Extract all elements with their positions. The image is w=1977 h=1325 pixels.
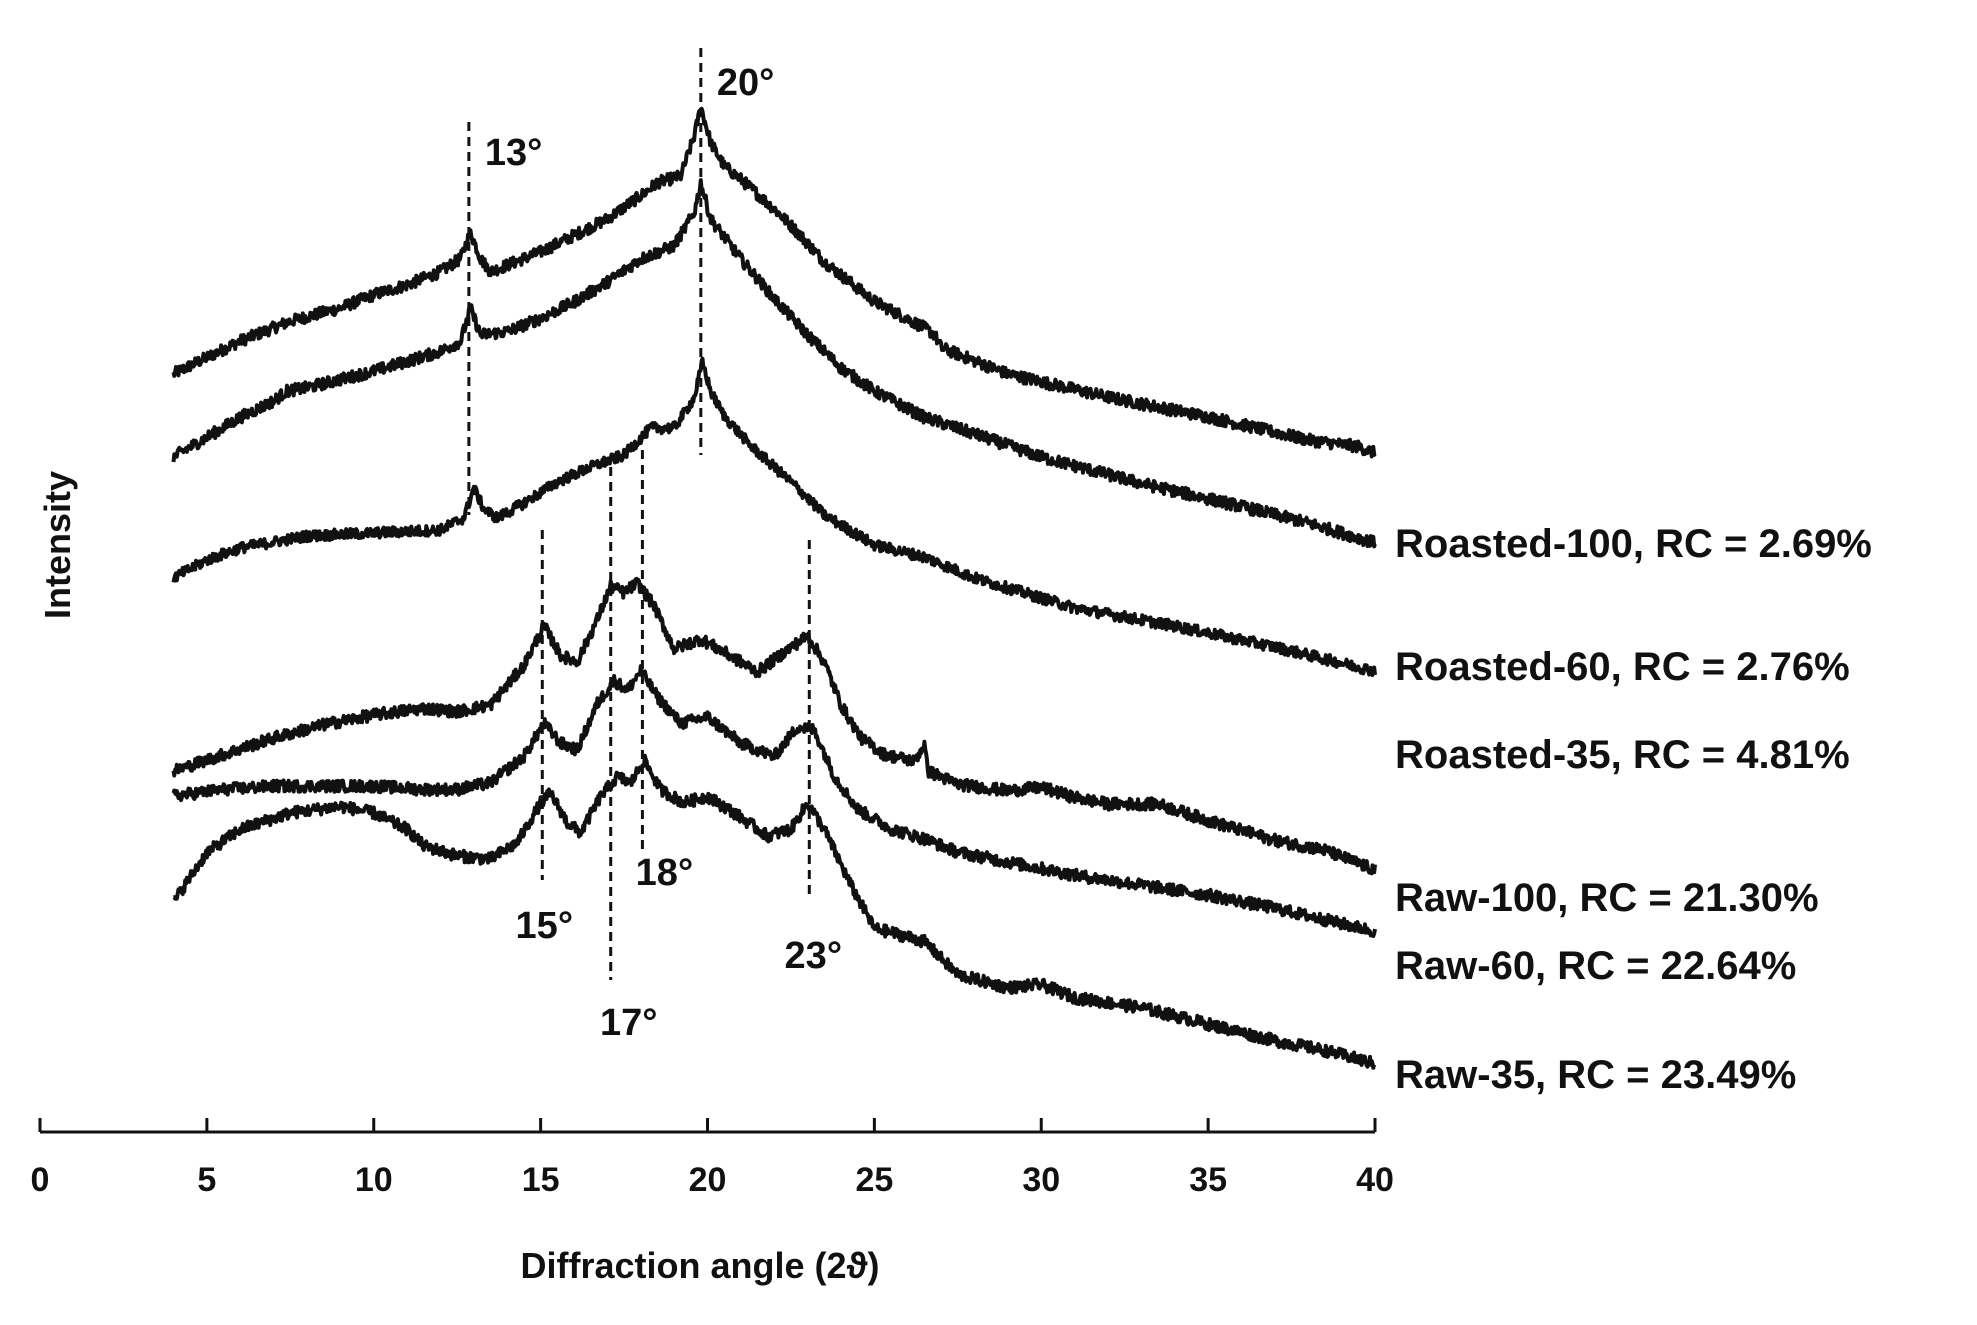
series-label-roasted-60: Roasted-60, RC = 2.76% [1395, 645, 1850, 689]
x-tick-label: 35 [1189, 1161, 1227, 1199]
x-tick-label: 25 [855, 1161, 893, 1199]
peak-label: 15° [516, 905, 573, 947]
y-axis-title: Intensity [37, 471, 78, 619]
peak-label: 20° [717, 62, 774, 104]
series-label-roasted-35: Roasted-35, RC = 4.81% [1395, 733, 1850, 777]
peak-label: 13° [485, 132, 542, 174]
x-tick-label: 0 [31, 1161, 50, 1199]
x-tick-label: 5 [197, 1161, 216, 1199]
series-label-raw-60: Raw-60, RC = 22.64% [1395, 944, 1796, 988]
peak-label: 17° [600, 1002, 657, 1044]
x-tick-label: 30 [1022, 1161, 1060, 1199]
series-curve-roasted-35 [171, 356, 1377, 677]
peak-label: 23° [785, 935, 842, 977]
x-tick-label: 15 [522, 1161, 560, 1199]
x-tick-label: 10 [355, 1161, 393, 1199]
series-label-raw-35: Raw-35, RC = 23.49% [1395, 1053, 1796, 1097]
series-curve-raw-35 [172, 753, 1377, 1070]
x-tick-label: 20 [689, 1161, 727, 1199]
x-axis: 0 5 10 15 20 25 30 35 40 [31, 1118, 1394, 1199]
series-labels: Roasted-100, RC = 2.69% Roasted-60, RC = … [1395, 522, 1872, 1097]
series-curve-raw-60 [171, 664, 1377, 938]
series-label-roasted-100: Roasted-100, RC = 2.69% [1395, 522, 1872, 566]
series-curve-raw-100 [171, 576, 1377, 876]
series-curves [171, 106, 1377, 1070]
series-curve-roasted-60 [171, 178, 1377, 549]
x-axis-title: Diffraction angle (2ϑ) [521, 1245, 880, 1286]
peak-markers: 13° 20° 15° 17° 18° 23° [467, 48, 842, 1044]
peak-label: 18° [636, 852, 693, 894]
series-curve-roasted-100 [171, 106, 1377, 459]
series-label-raw-100: Raw-100, RC = 21.30% [1395, 876, 1819, 920]
x-tick-label: 40 [1356, 1161, 1394, 1199]
